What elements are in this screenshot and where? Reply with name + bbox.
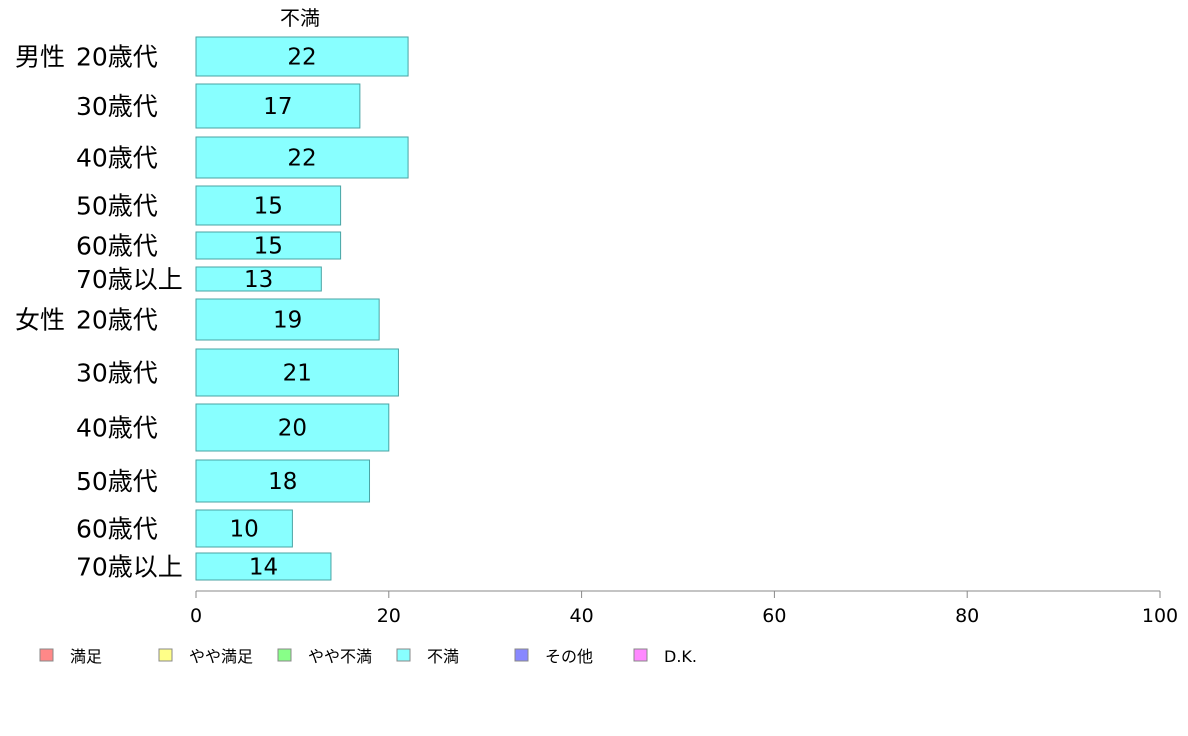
category-label: 20歳代 bbox=[76, 43, 158, 72]
bar-male-1 bbox=[195, 83, 361, 129]
bar-value-label: 20 bbox=[278, 416, 307, 442]
bar-male-3 bbox=[195, 185, 342, 226]
bar-value-label: 19 bbox=[273, 308, 302, 334]
category-label: 60歳代 bbox=[76, 515, 158, 544]
bar-value-label: 17 bbox=[263, 94, 292, 120]
bar-value-label: 22 bbox=[287, 146, 316, 172]
legend-swatch bbox=[633, 648, 648, 662]
group-label: 女性 bbox=[15, 306, 65, 335]
category-label: 60歳代 bbox=[76, 232, 158, 261]
legend-swatch bbox=[514, 648, 529, 662]
series-title: 不満 bbox=[280, 6, 320, 30]
category-label: 70歳以上 bbox=[76, 553, 183, 582]
category-label: 40歳代 bbox=[76, 144, 158, 173]
bar-value-label: 13 bbox=[244, 267, 273, 293]
category-label: 70歳以上 bbox=[76, 265, 183, 294]
legend-label: やや満足 bbox=[189, 647, 253, 666]
legend-swatch bbox=[396, 648, 411, 662]
group-label: 男性 bbox=[15, 43, 65, 72]
legend-swatch bbox=[277, 648, 292, 662]
x-tick-label: 40 bbox=[570, 605, 594, 627]
bar-male-0 bbox=[195, 36, 409, 77]
category-label: 30歳代 bbox=[76, 92, 158, 121]
x-tick-label: 0 bbox=[190, 605, 202, 627]
legend-label: 満足 bbox=[70, 647, 102, 666]
bar-value-label: 15 bbox=[254, 234, 283, 260]
bar-value-label: 22 bbox=[287, 45, 316, 71]
x-tick-label: 20 bbox=[377, 605, 401, 627]
legend-label: D.K. bbox=[664, 647, 697, 666]
x-tick-label: 80 bbox=[955, 605, 979, 627]
category-label: 30歳代 bbox=[76, 359, 158, 388]
bar-value-label: 18 bbox=[268, 469, 297, 495]
legend-swatch bbox=[39, 648, 54, 662]
legend-label: やや不満 bbox=[308, 647, 372, 666]
bar-female-4 bbox=[195, 509, 293, 548]
bar-value-label: 21 bbox=[283, 361, 312, 387]
category-label: 20歳代 bbox=[76, 306, 158, 335]
bars-layer: 2220歳代男性1730歳代2240歳代1550歳代1560歳代1370歳以上1… bbox=[15, 36, 409, 582]
category-label: 50歳代 bbox=[76, 192, 158, 221]
bar-female-3 bbox=[195, 459, 371, 503]
x-tick-label: 60 bbox=[762, 605, 786, 627]
x-axis: 0 20 40 60 80 100 bbox=[190, 590, 1178, 627]
bar-male-4 bbox=[195, 231, 342, 260]
bar-female-5 bbox=[195, 552, 332, 581]
bar-female-2 bbox=[195, 403, 390, 452]
legend-label: 不満 bbox=[427, 647, 459, 666]
legend-swatch bbox=[158, 648, 173, 662]
bar-value-label: 15 bbox=[254, 194, 283, 220]
bar-value-label: 14 bbox=[249, 555, 278, 581]
bar-female-0 bbox=[195, 298, 380, 341]
bar-value-label: 10 bbox=[230, 517, 259, 543]
bar-male-2 bbox=[195, 136, 409, 179]
x-tick-label: 100 bbox=[1142, 605, 1178, 627]
bar-female-1 bbox=[195, 348, 399, 397]
category-label: 50歳代 bbox=[76, 467, 158, 496]
legend: 満足 やや満足 やや不満 不満 その他 D.K. bbox=[39, 647, 697, 666]
category-label: 40歳代 bbox=[76, 414, 158, 443]
legend-label: その他 bbox=[545, 647, 593, 666]
bar-male-5 bbox=[195, 266, 322, 292]
